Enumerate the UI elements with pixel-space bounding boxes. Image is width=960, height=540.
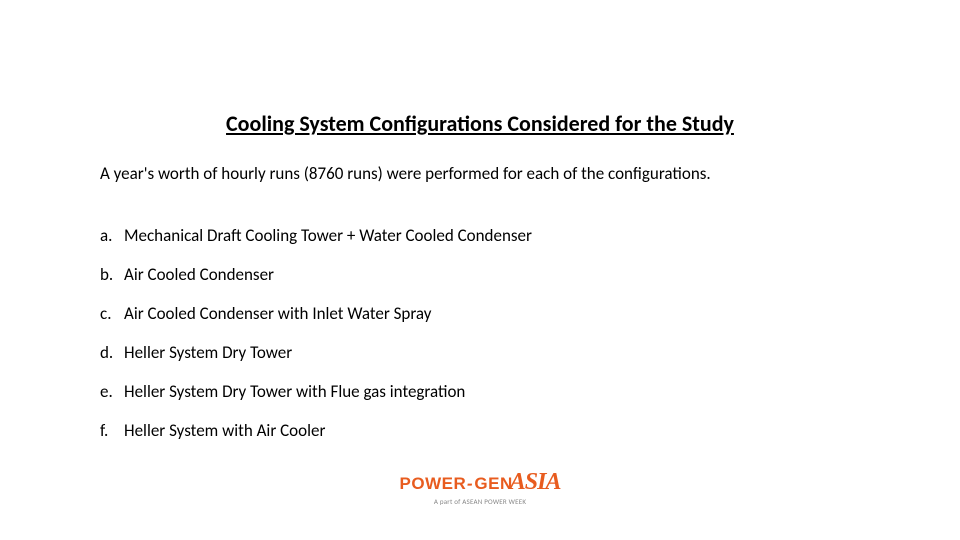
list-item: f. Heller System with Air Cooler <box>100 420 880 441</box>
list-marker: e. <box>100 381 124 402</box>
list-marker: a. <box>100 225 124 246</box>
logo-brand-left: POWER <box>400 474 467 494</box>
config-list: a. Mechanical Draft Cooling Tower + Wate… <box>100 225 880 459</box>
list-item: d. Heller System Dry Tower <box>100 342 880 363</box>
list-marker: c. <box>100 303 124 324</box>
list-item: e. Heller System Dry Tower with Flue gas… <box>100 381 880 402</box>
list-text: Air Cooled Condenser with Inlet Water Sp… <box>124 303 431 324</box>
logo-brand-right: GEN <box>474 474 512 494</box>
list-text: Heller System with Air Cooler <box>124 420 325 441</box>
list-marker: f. <box>100 420 124 441</box>
logo-tagline: A part of ASEAN POWER WEEK <box>0 497 960 506</box>
list-item: b. Air Cooled Condenser <box>100 264 880 285</box>
list-marker: b. <box>100 264 124 285</box>
list-text: Mechanical Draft Cooling Tower + Water C… <box>124 225 532 246</box>
list-marker: d. <box>100 342 124 363</box>
list-text: Heller System Dry Tower with Flue gas in… <box>124 381 465 402</box>
list-item: c. Air Cooled Condenser with Inlet Water… <box>100 303 880 324</box>
intro-text: A year's worth of hourly runs (8760 runs… <box>100 163 880 184</box>
footer-logo: POWER-GENASIA A part of ASEAN POWER WEEK <box>0 469 960 506</box>
list-item: a. Mechanical Draft Cooling Tower + Wate… <box>100 225 880 246</box>
logo-suffix: ASIA <box>510 469 561 496</box>
list-text: Heller System Dry Tower <box>124 342 292 363</box>
list-text: Air Cooled Condenser <box>124 264 274 285</box>
slide-title: Cooling System Configurations Considered… <box>0 110 960 137</box>
logo-brand: POWER-GENASIA <box>400 469 561 496</box>
slide: Cooling System Configurations Considered… <box>0 0 960 540</box>
